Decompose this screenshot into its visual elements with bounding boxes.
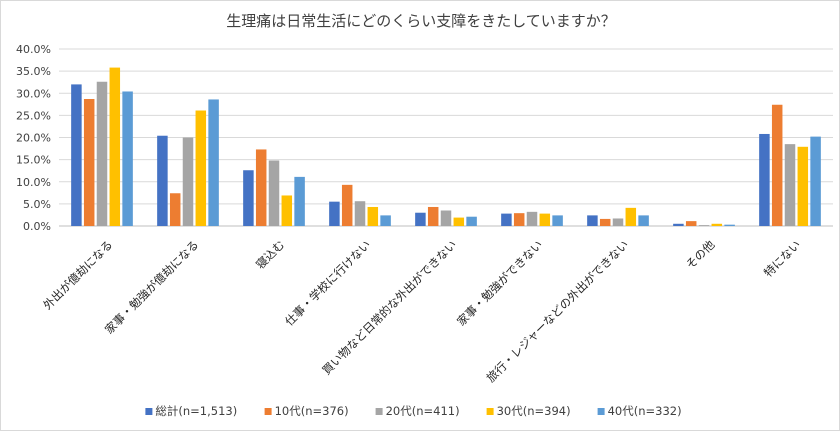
bars <box>71 67 821 227</box>
bar <box>195 110 207 226</box>
bar <box>83 99 95 226</box>
bar <box>797 146 809 226</box>
legend-swatch <box>145 408 153 415</box>
bar <box>638 215 649 226</box>
chart-title: 生理痛は日常生活にどのくらい支障をきたしていますか？ <box>226 12 616 30</box>
bar <box>539 213 551 226</box>
legend: 総計(n=1,513) 10代(n=376) 20代(n=411) 30代(n=394… <box>145 404 682 418</box>
bar <box>784 144 796 226</box>
bar <box>157 135 168 226</box>
x-tick-label: 寝込む <box>253 237 287 271</box>
bar <box>612 218 624 226</box>
bar <box>526 211 538 226</box>
bar <box>122 91 133 226</box>
y-tick-label: 5.0% <box>23 198 51 211</box>
bar <box>724 224 735 226</box>
y-tick-label: 25.0% <box>16 109 51 122</box>
y-tick-label: 30.0% <box>16 87 51 100</box>
legend-swatch <box>486 408 494 415</box>
legend-swatch <box>597 408 605 415</box>
x-tick-label: 旅行・レジャーなどの外出ができない <box>484 237 632 385</box>
bar <box>552 215 563 226</box>
legend-label: 40代(n=332) <box>608 404 682 418</box>
legend-label: 20代(n=411) <box>386 404 460 418</box>
y-tick-label: 0.0% <box>23 220 51 233</box>
x-tick-label: 特にない <box>761 237 803 279</box>
bar <box>501 213 512 226</box>
legend-swatch <box>375 408 383 415</box>
legend-label: 30代(n=394) <box>497 404 571 418</box>
y-tick-label: 15.0% <box>16 154 51 167</box>
bar <box>169 193 181 226</box>
bar <box>354 201 366 226</box>
bar <box>810 136 821 226</box>
bar <box>771 104 783 226</box>
x-tick-label: その他 <box>683 237 718 272</box>
x-tick-label: 外出が億劫になる <box>40 237 115 312</box>
bar <box>243 170 254 226</box>
bar <box>109 67 121 227</box>
bar <box>673 223 684 226</box>
bar <box>96 81 108 227</box>
bar <box>440 210 452 226</box>
x-tick-label: 家事・勉強ができない <box>454 237 545 328</box>
bar <box>513 213 525 226</box>
bar <box>367 206 379 226</box>
bar <box>255 149 267 226</box>
bar <box>380 215 391 226</box>
bar <box>427 206 439 226</box>
legend-swatch <box>264 408 272 415</box>
bar <box>294 176 305 226</box>
bar <box>685 221 697 226</box>
y-tick-label: 40.0% <box>16 43 51 56</box>
bar <box>182 137 194 226</box>
bar <box>698 225 710 226</box>
bar <box>71 84 82 227</box>
y-tick-label: 20.0% <box>16 132 51 145</box>
y-tick-label: 35.0% <box>16 65 51 78</box>
bar <box>208 99 219 226</box>
bar <box>329 201 340 226</box>
x-tick-label: 買い物など日常的な外出ができない <box>319 237 459 377</box>
legend-label: 総計(n=1,513) <box>155 404 237 418</box>
x-tick-label: 仕事・学校に行けない <box>282 237 373 328</box>
bar <box>759 133 770 226</box>
bar <box>466 216 477 226</box>
bar <box>281 195 293 226</box>
bar <box>415 212 426 226</box>
bar <box>711 223 723 226</box>
bar <box>453 217 465 226</box>
bar <box>625 207 637 226</box>
y-axis: 0.0% 5.0% 10.0% 15.0% 20.0% 25.0% 30.0% 35.0% 40… <box>16 43 51 233</box>
y-tick-label: 10.0% <box>16 176 51 189</box>
bar <box>341 184 353 226</box>
bar <box>268 160 280 226</box>
x-tick-label: 家事・勉強が億劫になる <box>102 237 201 336</box>
bar <box>599 218 611 226</box>
bar <box>587 215 598 226</box>
legend-label: 10代(n=376) <box>275 404 349 418</box>
